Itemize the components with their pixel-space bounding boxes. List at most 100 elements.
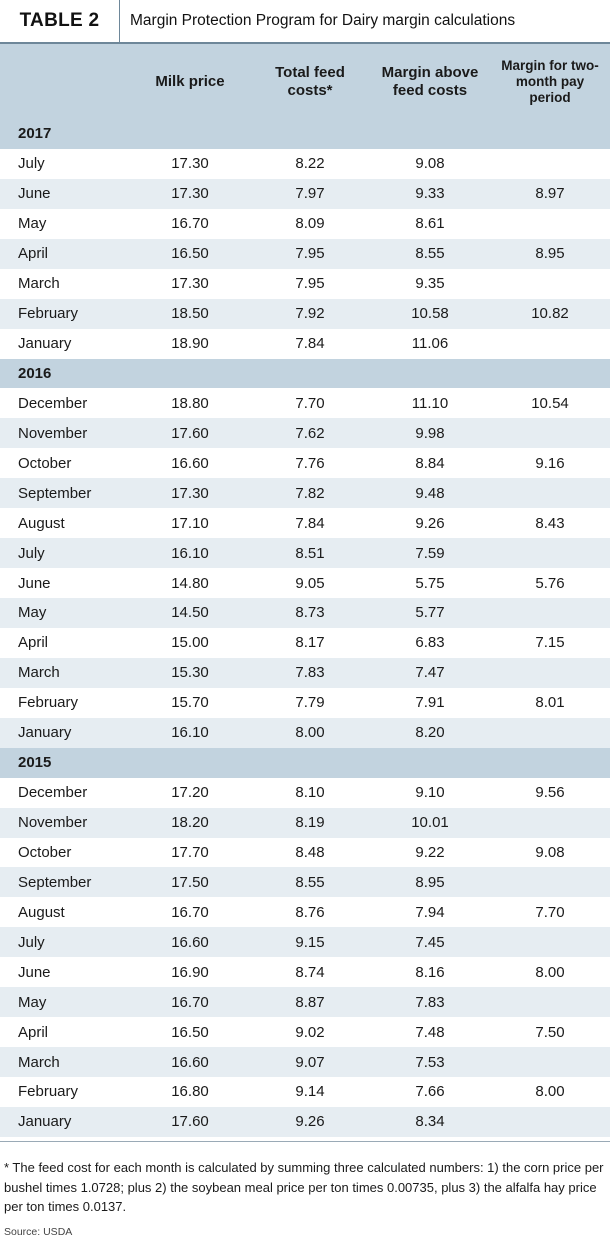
cell-month: March xyxy=(18,664,60,682)
year-label: 2015 xyxy=(18,754,52,772)
cell-month: February xyxy=(18,694,79,712)
cell-milk-price: 15.70 xyxy=(171,694,209,712)
cell-margin: 9.08 xyxy=(415,155,445,173)
cell-milk-price: 16.60 xyxy=(171,1053,209,1071)
cell-two-month-margin xyxy=(490,718,610,748)
cell-month: June xyxy=(18,574,51,592)
cell-two-month-margin xyxy=(490,269,610,299)
cell-margin: 10.01 xyxy=(411,814,449,832)
cell-margin: 8.95 xyxy=(415,873,445,891)
cell-month: January xyxy=(18,1113,72,1131)
cell-feed-cost: 8.10 xyxy=(295,784,325,802)
cell-margin: 9.98 xyxy=(415,424,445,442)
year-row: 2017 xyxy=(0,119,610,149)
year-row: 2015 xyxy=(0,747,610,778)
cell-two-month-margin xyxy=(490,598,610,628)
table-row: January 18.90 7.84 11.06 xyxy=(0,328,610,359)
cell-feed-cost: 7.95 xyxy=(295,275,325,293)
cell-month: November xyxy=(18,814,88,832)
cell-milk-price: 16.70 xyxy=(171,903,209,921)
cell-margin: 7.47 xyxy=(415,664,445,682)
cell-two-month-margin: 9.08 xyxy=(535,843,565,861)
table-row: April 16.50 7.95 8.55 8.95 xyxy=(0,238,610,269)
table-row: July 16.10 8.51 7.59 xyxy=(0,538,610,569)
cell-margin: 8.34 xyxy=(415,1113,445,1131)
cell-two-month-margin xyxy=(490,658,610,688)
cell-feed-cost: 9.02 xyxy=(295,1023,325,1041)
cell-feed-cost: 8.48 xyxy=(295,843,325,861)
cell-milk-price: 17.30 xyxy=(171,275,209,293)
cell-two-month-margin: 5.76 xyxy=(535,574,565,592)
cell-feed-cost: 8.74 xyxy=(295,963,325,981)
cell-two-month-margin xyxy=(490,867,610,897)
table-row: August 17.10 7.84 9.26 8.43 xyxy=(0,508,610,539)
cell-month: January xyxy=(18,724,72,742)
cell-margin: 9.22 xyxy=(415,843,445,861)
cell-two-month-margin xyxy=(490,478,610,508)
cell-feed-cost: 7.83 xyxy=(295,664,325,682)
cell-feed-cost: 8.51 xyxy=(295,544,325,562)
cell-two-month-margin xyxy=(490,329,610,359)
cell-month: June xyxy=(18,963,51,981)
table-row: March 16.60 9.07 7.53 xyxy=(0,1047,610,1077)
cell-month: August xyxy=(18,514,65,532)
cell-margin: 8.16 xyxy=(415,963,445,981)
cell-feed-cost: 8.00 xyxy=(295,724,325,742)
cell-milk-price: 17.60 xyxy=(171,424,209,442)
cell-two-month-margin: 7.50 xyxy=(535,1023,565,1041)
cell-feed-cost: 7.95 xyxy=(295,245,325,263)
cell-milk-price: 14.80 xyxy=(171,574,209,592)
cell-two-month-margin: 7.70 xyxy=(535,903,565,921)
cell-month: January xyxy=(18,335,72,353)
table-row: December 18.80 7.70 11.10 10.54 xyxy=(0,388,610,419)
cell-two-month-margin xyxy=(490,1107,610,1137)
header-month xyxy=(0,44,130,119)
cell-margin: 10.58 xyxy=(411,305,449,323)
cell-milk-price: 16.70 xyxy=(171,215,209,233)
table-row: May 16.70 8.87 7.83 xyxy=(0,987,610,1018)
cell-feed-cost: 7.82 xyxy=(295,484,325,502)
cell-month: May xyxy=(18,215,47,233)
table-header: Milk price Total feed costs* Margin abov… xyxy=(0,44,610,119)
table-row: October 16.60 7.76 8.84 9.16 xyxy=(0,448,610,479)
cell-margin: 8.84 xyxy=(415,454,445,472)
cell-two-month-margin xyxy=(490,927,610,957)
cell-month: November xyxy=(18,424,88,442)
margin-table: Milk price Total feed costs* Margin abov… xyxy=(0,44,610,1137)
cell-milk-price: 18.50 xyxy=(171,305,209,323)
footnote: * The feed cost for each month is calcul… xyxy=(4,1160,604,1214)
cell-month: October xyxy=(18,843,72,861)
cell-month: March xyxy=(18,275,60,293)
cell-month: July xyxy=(18,933,45,951)
cell-margin: 7.45 xyxy=(415,933,445,951)
source-credit: Source: USDA xyxy=(4,1226,73,1238)
year-row: 2016 xyxy=(0,358,610,389)
cell-feed-cost: 9.07 xyxy=(295,1053,325,1071)
cell-feed-cost: 9.14 xyxy=(295,1083,325,1101)
cell-feed-cost: 8.22 xyxy=(295,155,325,173)
header-milk-price: Milk price xyxy=(155,72,225,90)
cell-month: July xyxy=(18,155,45,173)
cell-margin: 7.59 xyxy=(415,544,445,562)
cell-month: February xyxy=(18,305,79,323)
cell-feed-cost: 7.92 xyxy=(295,305,325,323)
cell-feed-cost: 8.87 xyxy=(295,993,325,1011)
cell-two-month-margin: 10.82 xyxy=(531,305,569,323)
cell-margin: 7.48 xyxy=(415,1023,445,1041)
cell-milk-price: 17.60 xyxy=(171,1113,209,1131)
table-number: TABLE 2 xyxy=(0,0,120,42)
table-row: July 16.60 9.15 7.45 xyxy=(0,927,610,958)
cell-milk-price: 17.10 xyxy=(171,514,209,532)
cell-month: December xyxy=(18,394,88,412)
cell-milk-price: 16.50 xyxy=(171,1023,209,1041)
table-row: April 15.00 8.17 6.83 7.15 xyxy=(0,627,610,658)
table-row: May 16.70 8.09 8.61 xyxy=(0,208,610,239)
cell-margin: 5.75 xyxy=(415,574,445,592)
cell-milk-price: 16.60 xyxy=(171,933,209,951)
cell-milk-price: 16.80 xyxy=(171,1083,209,1101)
cell-two-month-margin: 8.95 xyxy=(535,245,565,263)
table-row: September 17.30 7.82 9.48 xyxy=(0,478,610,509)
cell-two-month-margin: 8.01 xyxy=(535,694,565,712)
cell-milk-price: 18.80 xyxy=(171,394,209,412)
cell-milk-price: 16.50 xyxy=(171,245,209,263)
